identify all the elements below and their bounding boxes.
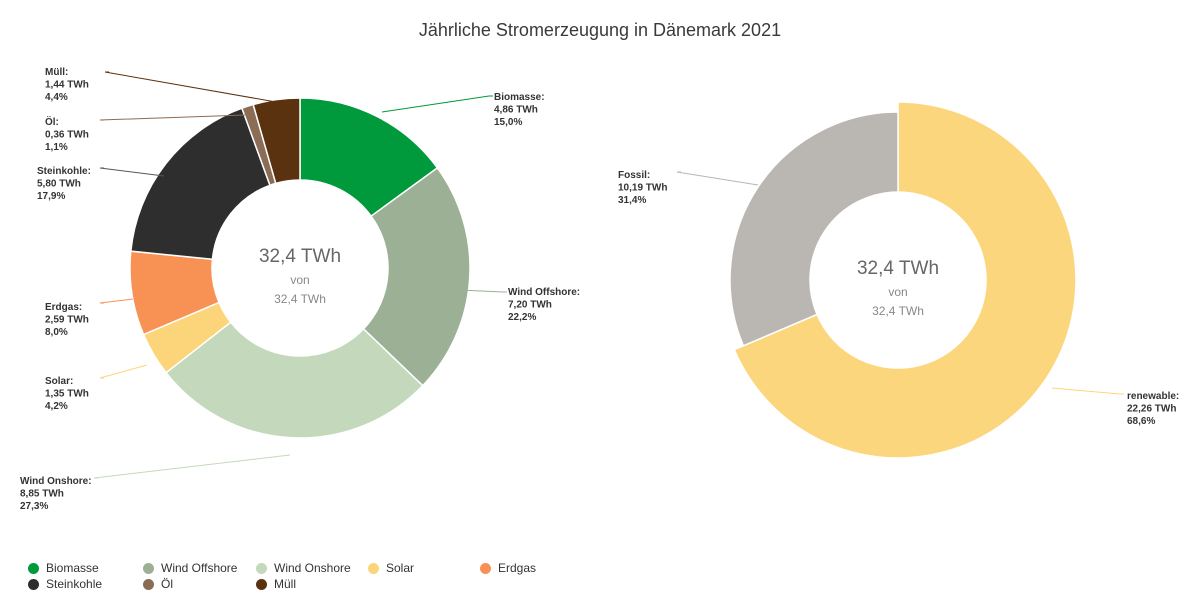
leader-line-wind-offshore	[458, 289, 507, 293]
center-total-1: 32,4 TWh	[274, 292, 326, 306]
slice-renewable[interactable]	[733, 101, 1077, 459]
data-label-erdgas: Erdgas: 2,59 TWh 8,0%	[45, 302, 89, 338]
legend-marker-icon	[256, 562, 267, 574]
legend-marker-icon	[143, 578, 154, 590]
center-value-1: 32,4 TWh	[259, 246, 341, 267]
legend-label: Öl	[161, 577, 173, 591]
legend-item-wind-offshore[interactable]: Wind Offshore	[143, 561, 237, 575]
chart-title: Jährliche Stromerzeugung in Dänemark 202…	[418, 20, 782, 40]
legend-item-muell[interactable]: Müll	[256, 577, 296, 591]
data-label-fossil: Fossil: 10,19 TWh 31,4%	[618, 170, 667, 206]
data-label-solar: Solar: 1,35 TWh 4,2%	[45, 376, 89, 412]
leader-line-erdgas	[99, 298, 134, 304]
donut-chart-1: Biomasse: 4,86 TWh 15,0% Wind Offshore: 7,20…	[20, 67, 580, 512]
legend-label: Steinkohle	[46, 577, 103, 591]
data-label-biomasse: Biomasse: 4,86 TWh 15,0%	[494, 92, 545, 128]
legend-marker-icon	[256, 578, 267, 590]
data-label-muell: Müll: 1,44 TWh 4,4%	[45, 67, 89, 103]
slice-steinkohle[interactable]	[130, 107, 271, 261]
slice-wind-onshore[interactable]	[165, 321, 424, 439]
leader-line-wind-onshore	[93, 454, 291, 479]
center-value-2: 32,4 TWh	[857, 258, 939, 279]
data-label-oel: Öl: 0,36 TWh 1,1%	[45, 115, 89, 153]
legend-label: Biomasse	[46, 561, 99, 575]
legend-label: Wind Offshore	[161, 561, 238, 575]
legend-marker-icon	[143, 562, 154, 574]
legend-item-erdgas[interactable]: Erdgas	[480, 561, 536, 575]
legend-marker-icon	[480, 562, 491, 574]
data-label-renewable: renewable: 22,26 TWh 68,6%	[1127, 391, 1179, 427]
donut-chart-2: renewable: 22,26 TWh 68,6% Fossil: 10,19 TWh…	[618, 101, 1179, 459]
slice-wind-offshore[interactable]	[362, 166, 471, 387]
data-label-wind-offshore: Wind Offshore: 7,20 TWh 22,2%	[508, 287, 580, 323]
legend-item-solar[interactable]: Solar	[368, 561, 414, 575]
leader-line-solar	[99, 364, 148, 379]
legend-item-oel[interactable]: Öl	[143, 577, 173, 591]
slice-muell[interactable]	[252, 97, 301, 185]
legend-item-biomasse[interactable]: Biomasse	[28, 561, 99, 575]
legend-label: Müll	[274, 577, 297, 591]
data-label-wind-onshore: Wind Onshore: 8,85 TWh 27,3%	[20, 476, 92, 512]
legend-label: Wind Onshore	[274, 561, 351, 575]
legend-marker-icon	[28, 578, 39, 590]
center-von-1: von	[290, 273, 309, 287]
legend-marker-icon	[28, 562, 39, 574]
data-label-steinkohle: Steinkohle: 5,80 TWh 17,9%	[37, 166, 91, 202]
legend-marker-icon	[368, 562, 379, 574]
leader-line-fossil	[676, 171, 759, 186]
leader-line-oel	[99, 114, 246, 121]
legend-item-steinkohle[interactable]: Steinkohle	[28, 577, 102, 591]
leader-line-biomasse	[381, 95, 493, 113]
legend-item-wind-onshore[interactable]: Wind Onshore	[256, 561, 351, 575]
center-total-2: 32,4 TWh	[872, 304, 924, 318]
legend-label: Erdgas	[498, 561, 537, 575]
leader-line-steinkohle	[99, 167, 165, 177]
legend-label: Solar	[386, 561, 415, 575]
slice-fossil[interactable]	[729, 111, 899, 347]
center-von-2: von	[888, 285, 907, 299]
leader-line-renewable	[1051, 387, 1124, 395]
leader-line-muell	[104, 71, 277, 103]
